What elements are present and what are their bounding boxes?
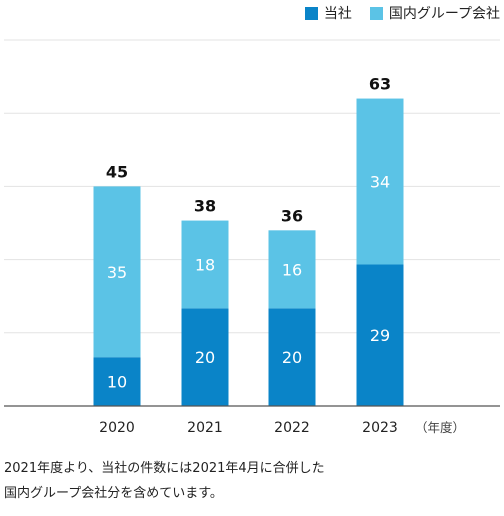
bar-segment-company <box>268 308 316 406</box>
bar-segment-group <box>268 230 316 309</box>
bar-total-label: 36 <box>281 206 303 225</box>
footnote-line-1: 2021年度より、当社の件数には2021年4月に合併した <box>4 461 325 476</box>
x-tick-label: 2020 <box>99 420 135 436</box>
footnote: 2021年度より、当社の件数には2021年4月に合併した 国内グループ会社分を含… <box>4 456 500 506</box>
bar-value-label: 10 <box>107 373 127 392</box>
x-axis-unit-label: （年度） <box>415 420 465 435</box>
stacked-bar-chart: 1035452020201838202120163620222934632023… <box>4 39 500 436</box>
bar-value-label: 20 <box>195 348 215 367</box>
chart-legend: 当社 国内グループ会社 <box>304 0 500 26</box>
bar-segment-company <box>356 264 404 406</box>
bar-value-label: 16 <box>282 260 302 279</box>
x-tick-label: 2022 <box>274 420 310 436</box>
legend-item-group: 国内グループ会社 <box>369 3 500 23</box>
bar-segment-group <box>93 186 141 358</box>
bar-value-label: 29 <box>370 326 390 345</box>
legend-label-group: 国内グループ会社 <box>388 6 500 22</box>
bar-value-label: 35 <box>107 263 127 282</box>
bar-value-label: 20 <box>282 348 302 367</box>
bar-segment-group <box>181 220 229 309</box>
bar-segment-company <box>181 308 229 406</box>
bar-total-label: 45 <box>106 162 128 181</box>
footnote-line-2: 国内グループ会社分を含めています。 <box>4 486 223 501</box>
legend-swatch-group <box>369 6 383 20</box>
x-tick-label: 2021 <box>187 420 223 436</box>
legend-item-company: 当社 <box>304 3 352 23</box>
legend-swatch-company <box>304 6 318 20</box>
bar-value-label: 34 <box>370 173 390 192</box>
bar-total-label: 63 <box>369 75 391 94</box>
x-tick-label: 2023 <box>362 420 398 436</box>
bar-segment-group <box>356 98 404 265</box>
bar-value-label: 18 <box>195 255 215 274</box>
bar-segment-company <box>93 357 141 406</box>
bar-total-label: 38 <box>194 197 216 216</box>
legend-label-company: 当社 <box>323 6 352 22</box>
